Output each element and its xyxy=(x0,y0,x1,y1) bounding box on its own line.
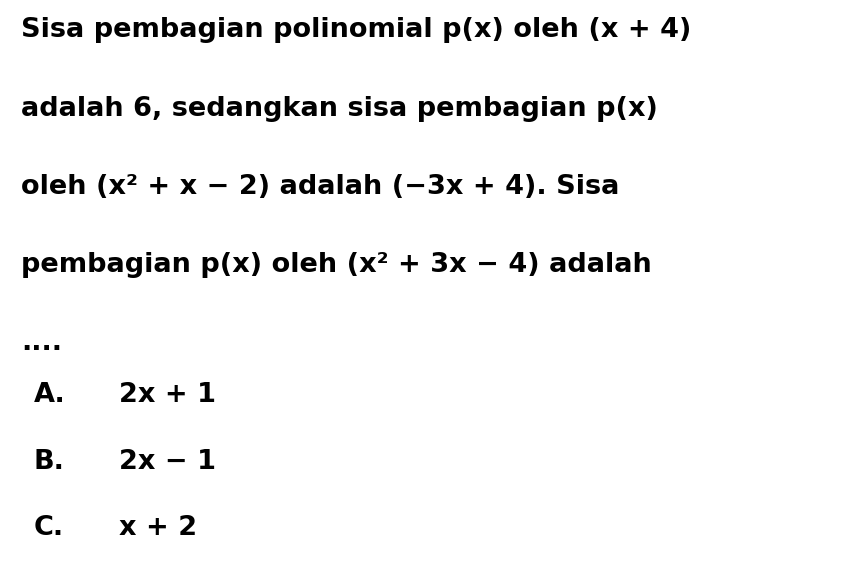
Text: x + 2: x + 2 xyxy=(119,515,197,541)
Text: C.: C. xyxy=(34,515,64,541)
Text: pembagian p(x) oleh (x² + 3x − 4) adalah: pembagian p(x) oleh (x² + 3x − 4) adalah xyxy=(21,252,652,278)
Text: oleh (x² + x − 2) adalah (−3x + 4). Sisa: oleh (x² + x − 2) adalah (−3x + 4). Sisa xyxy=(21,174,620,200)
Text: A.: A. xyxy=(34,382,65,408)
Text: adalah 6, sedangkan sisa pembagian p(x): adalah 6, sedangkan sisa pembagian p(x) xyxy=(21,96,658,122)
Text: 2x + 1: 2x + 1 xyxy=(119,382,216,408)
Text: 2x − 1: 2x − 1 xyxy=(119,449,216,475)
Text: ....: .... xyxy=(21,330,62,356)
Text: Sisa pembagian polinomial p(x) oleh (x + 4): Sisa pembagian polinomial p(x) oleh (x +… xyxy=(21,17,692,43)
Text: B.: B. xyxy=(34,449,65,475)
